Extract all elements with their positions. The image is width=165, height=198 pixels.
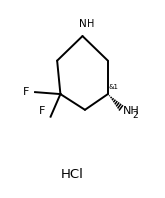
Text: HCl: HCl [60, 168, 83, 181]
Text: H: H [87, 19, 94, 29]
Text: &1: &1 [108, 84, 118, 90]
Text: F: F [23, 87, 29, 97]
Text: N: N [79, 19, 86, 29]
Text: 2: 2 [133, 111, 138, 120]
Text: NH: NH [123, 106, 139, 116]
Text: F: F [38, 106, 45, 116]
